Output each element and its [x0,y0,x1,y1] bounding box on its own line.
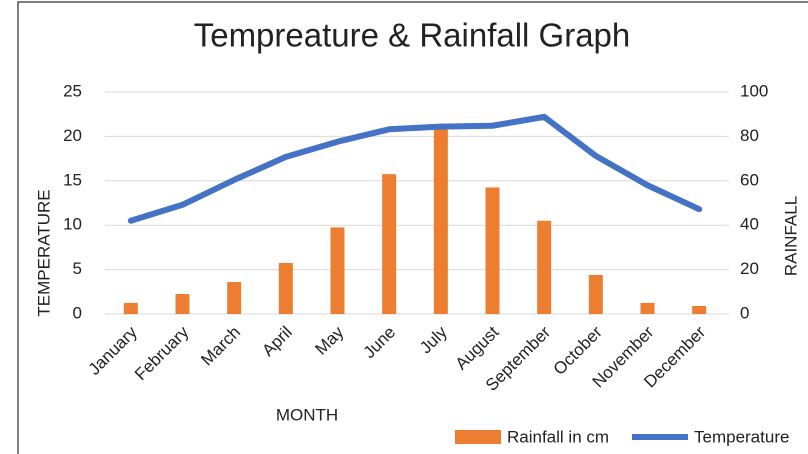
y2-tick-label: 20 [740,259,759,278]
y-tick-label: 10 [63,215,82,234]
y-tick-label: 5 [73,259,82,278]
y2-tick-label: 40 [740,215,759,234]
bar [278,262,293,314]
chart-title: Tempreature & Rainfall Graph [194,17,631,54]
y2-tick-label: 100 [740,81,768,100]
bar [330,227,345,314]
legend-label: Temperature [694,427,789,446]
bar [227,282,242,314]
bar [175,294,190,314]
bar [123,302,138,314]
y-tick-label: 15 [63,170,82,189]
y-tick-label: 0 [73,303,82,322]
bar [640,302,655,314]
y-tick-label: 25 [63,81,82,100]
y2-tick-label: 80 [740,126,759,145]
chart-frame [17,1,808,454]
bar [537,220,552,314]
line [127,113,703,224]
x-axis-title: MONTH [276,405,338,424]
bar [382,174,397,314]
y2-axis-title: RAINFALL [781,196,800,276]
bar [588,274,603,314]
legend-label: Rainfall in cm [507,427,609,446]
bar [433,127,448,315]
y2-tick-label: 0 [740,303,749,322]
y-tick-label: 20 [63,126,82,145]
legend-swatch [455,430,501,444]
y2-tick-label: 60 [740,170,759,189]
bar [485,187,500,314]
bar [692,306,707,314]
y-axis-title: TEMPERATURE [34,189,53,316]
